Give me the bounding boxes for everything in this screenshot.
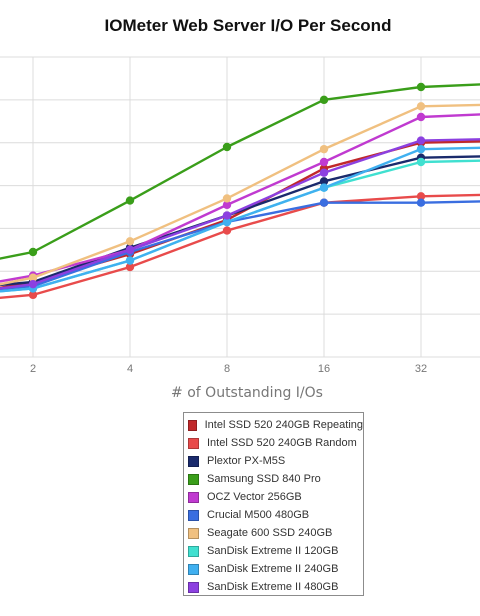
grid	[0, 56, 480, 358]
legend-item: SanDisk Extreme II 120GB	[184, 542, 363, 560]
data-point	[222, 226, 232, 235]
legend-label: Samsung SSD 840 Pro	[207, 473, 321, 485]
legend-swatch	[188, 509, 199, 521]
legend-item: SanDisk Extreme II 240GB	[184, 560, 363, 578]
chart-title: IOMeter Web Server I/O Per Second	[104, 16, 392, 35]
data-point	[125, 237, 135, 246]
series-line	[0, 200, 480, 291]
series	[0, 102, 480, 286]
x-tick-label: 2	[30, 363, 36, 375]
legend-label: Crucial M500 480GB	[207, 509, 310, 521]
data-point	[125, 245, 135, 255]
data-point	[222, 211, 232, 220]
data-point	[416, 192, 426, 201]
data-point	[319, 95, 329, 105]
legend-label: SanDisk Extreme II 240GB	[207, 563, 339, 575]
series	[0, 82, 480, 260]
legend-item: OCZ Vector 256GB	[184, 488, 363, 506]
series-lines	[0, 82, 480, 300]
data-point	[416, 198, 426, 207]
series	[0, 144, 480, 293]
data-point	[222, 217, 232, 227]
data-point	[319, 144, 329, 154]
legend-label: SanDisk Extreme II 480GB	[207, 581, 339, 593]
legend-swatch	[188, 455, 199, 467]
legend-item: Samsung SSD 840 Pro	[184, 470, 363, 488]
data-point	[416, 136, 426, 145]
data-point	[416, 102, 426, 111]
data-point	[125, 196, 135, 205]
legend-swatch	[188, 581, 199, 593]
data-point	[319, 198, 329, 207]
legend-swatch	[188, 419, 197, 431]
data-point	[28, 273, 38, 282]
legend-item: Plextor PX-M5S	[184, 452, 363, 470]
data-point	[222, 142, 232, 152]
data-point	[125, 262, 135, 272]
data-point	[416, 112, 426, 122]
data-point	[416, 144, 426, 154]
legend-label: Intel SSD 520 240GB Repeating	[204, 419, 363, 431]
data-point	[28, 247, 38, 257]
legend-item: Seagate 600 SSD 240GB	[184, 524, 363, 542]
legend-label: SanDisk Extreme II 120GB	[207, 545, 339, 557]
data-point	[319, 168, 329, 177]
legend: Intel SSD 520 240GB Repeating Intel SSD 5…	[183, 412, 364, 596]
legend-label: Seagate 600 SSD 240GB	[207, 527, 333, 539]
x-tick-label: 4	[127, 363, 133, 375]
legend-label: OCZ Vector 256GB	[207, 491, 302, 503]
data-point	[319, 183, 329, 192]
legend-swatch	[188, 563, 199, 575]
x-tick-label: 8	[224, 363, 230, 375]
data-point	[416, 82, 426, 92]
x-axis-label: # of Outstanding I/Os	[171, 385, 323, 401]
data-point	[28, 279, 38, 289]
data-point	[222, 194, 232, 203]
legend-label: Intel SSD 520 240GB Random	[207, 437, 357, 449]
legend-swatch	[188, 473, 199, 485]
data-point	[28, 290, 38, 300]
legend-item: Crucial M500 480GB	[184, 506, 363, 524]
x-tick-labels: 2 4 8 16 32	[30, 363, 427, 375]
legend-swatch	[188, 491, 199, 503]
legend-item: SanDisk Extreme II 480GB	[184, 578, 363, 596]
legend-swatch	[188, 527, 199, 539]
x-tick-label: 32	[415, 363, 427, 375]
data-point	[319, 157, 329, 167]
line-chart: 2 4 8 16 32 # of Outstanding I/Os	[0, 56, 480, 401]
legend-item: Intel SSD 520 240GB Random	[184, 434, 363, 452]
legend-label: Plextor PX-M5S	[207, 455, 286, 467]
data-point	[222, 200, 232, 210]
data-point	[416, 157, 426, 167]
legend-swatch	[188, 545, 199, 557]
legend-item: Intel SSD 520 240GB Repeating	[184, 416, 363, 434]
data-point	[125, 256, 135, 265]
legend-swatch	[188, 437, 199, 449]
series	[0, 136, 480, 290]
series-line	[0, 146, 480, 293]
x-tick-label: 16	[318, 363, 330, 375]
data-point	[319, 177, 329, 186]
